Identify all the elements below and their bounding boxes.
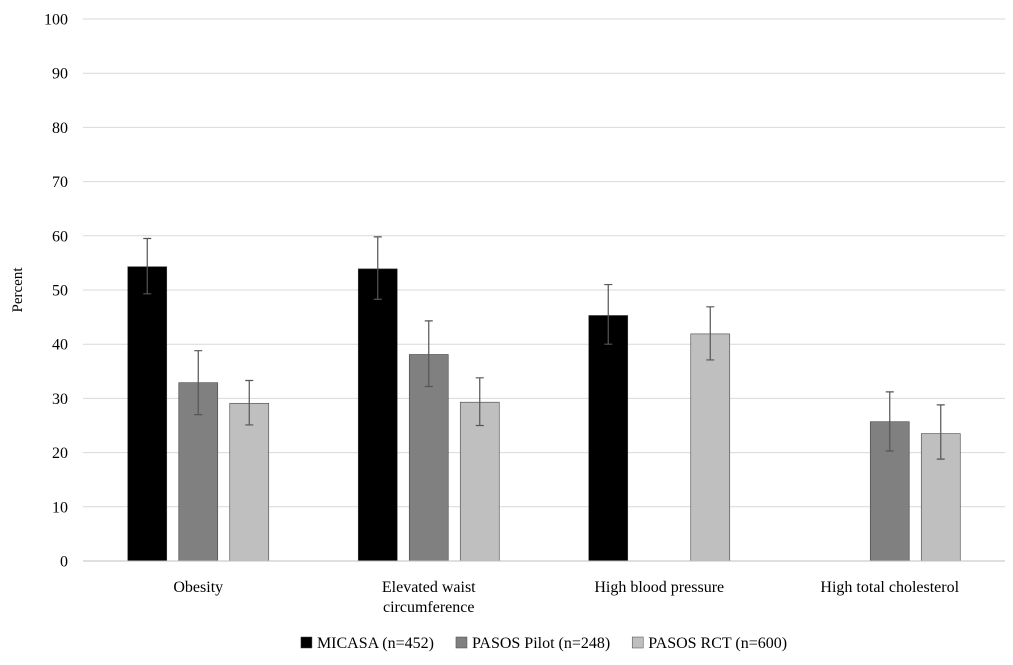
y-tick-label-20: 20	[52, 445, 68, 462]
y-tick-label-100: 100	[44, 12, 68, 29]
y-axis-ticks: 0 10 20 30 40 50 60 70 80 90 100	[44, 12, 68, 571]
error-bar-elevated-waist-circumference-pasos-rct-n-600	[475, 377, 484, 427]
bar-elevated-waist-circumference-micasa-n-452	[357, 268, 398, 562]
gridlines	[83, 18, 1005, 508]
error-bar-obesity-pasos-pilot-n-248	[194, 350, 203, 416]
error-bar-high-blood-pressure-pasos-rct-n-600	[706, 306, 715, 361]
y-axis-title: Percent	[10, 267, 26, 313]
y-tick-label-70: 70	[52, 174, 68, 191]
y-tick-label-90: 90	[52, 66, 68, 83]
bar-high-blood-pressure-pasos-rct-n-600	[690, 333, 731, 562]
legend-swatch-micasa-n-452	[300, 636, 313, 649]
legend-label-pasos-rct-n-600: PASOS RCT (n=600)	[648, 635, 787, 652]
y-tick-label-80: 80	[52, 120, 68, 137]
bars	[127, 266, 961, 562]
y-tick-label-30: 30	[52, 391, 68, 408]
error-bar-obesity-micasa-n-452	[143, 237, 152, 295]
category-label-elevated-waist-circumference: Elevated waist circumference	[382, 579, 476, 616]
error-bars	[143, 236, 945, 460]
category-label-high-total-cholesterol: High total cholesterol	[820, 579, 959, 596]
error-bar-high-blood-pressure-micasa-n-452	[604, 283, 613, 345]
bar-elevated-waist-circumference-pasos-pilot-n-248	[408, 354, 449, 562]
y-tick-label-10: 10	[52, 499, 68, 516]
error-bar-elevated-waist-circumference-pasos-pilot-n-248	[424, 320, 433, 388]
category-label-high-blood-pressure: High blood pressure	[594, 579, 724, 596]
y-tick-label-50: 50	[52, 283, 68, 300]
legend-swatch-pasos-rct-n-600	[631, 636, 644, 649]
legend-swatch-pasos-pilot-n-248	[455, 636, 468, 649]
bar-obesity-micasa-n-452	[127, 266, 168, 562]
error-bar-high-total-cholesterol-pasos-rct-n-600	[936, 404, 945, 460]
legend-item-pasos-pilot-n-248: PASOS Pilot (n=248)	[455, 635, 610, 652]
error-bar-high-total-cholesterol-pasos-pilot-n-248	[885, 391, 894, 452]
y-tick-label-60: 60	[52, 228, 68, 245]
legend-item-pasos-rct-n-600: PASOS RCT (n=600)	[631, 635, 787, 652]
bar-high-blood-pressure-micasa-n-452	[588, 315, 629, 562]
error-bar-obesity-pasos-rct-n-600	[245, 379, 254, 426]
legend-label-pasos-pilot-n-248: PASOS Pilot (n=248)	[472, 635, 610, 652]
legend-item-micasa-n-452: MICASA (n=452)	[300, 635, 434, 652]
legend-label-micasa-n-452: MICASA (n=452)	[317, 635, 434, 652]
y-tick-label-40: 40	[52, 337, 68, 354]
error-bar-elevated-waist-circumference-micasa-n-452	[373, 236, 382, 300]
y-tick-label-0: 0	[60, 554, 68, 571]
legend: MICASA (n=452) PASOS Pilot (n=248) PASOS R…	[300, 635, 787, 652]
category-label-obesity: Obesity	[173, 579, 223, 596]
bar-obesity-pasos-rct-n-600	[229, 402, 270, 562]
x-axis-categories: Obesity Elevated waist circumference High b…	[173, 579, 959, 616]
